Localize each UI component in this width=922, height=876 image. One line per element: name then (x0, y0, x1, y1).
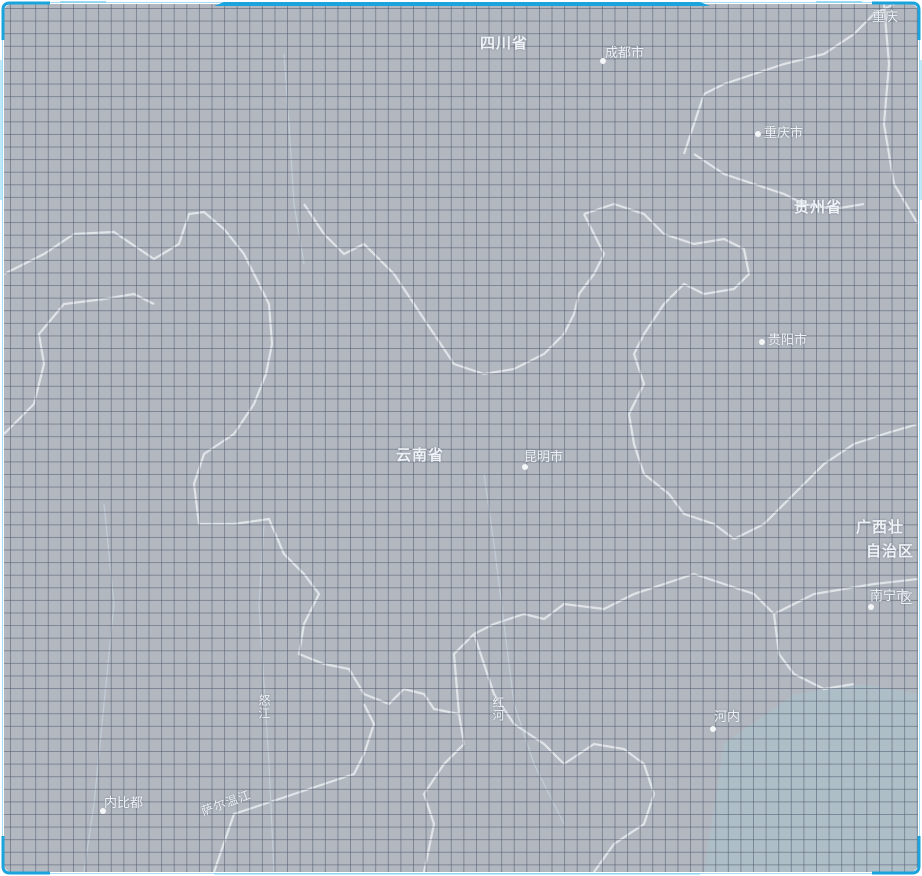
city-label-guiyang: 贵阳市 (768, 333, 808, 348)
city-label-chengdu: 成都市 (605, 46, 645, 61)
city-marker-chongqing (755, 131, 761, 137)
boundary-guizhou (583, 202, 751, 540)
city-marker-nanning (868, 604, 874, 610)
river-label-2: 红河 (491, 696, 505, 722)
boundary-myanmar (4, 292, 155, 435)
river-label-1: 怒江 (257, 694, 271, 720)
boundary-sichuan-yunnan (303, 203, 606, 376)
province-label-sichuan: 四川省 (480, 34, 529, 52)
edge-label-top-right: 重庆 (872, 10, 899, 25)
province-label-guangxi-1: 广西壮 (856, 518, 905, 536)
edge-label-right: 区 (900, 592, 914, 607)
boundary-laos (493, 572, 855, 691)
river-line-2 (483, 473, 565, 825)
boundary-vietnam (472, 633, 656, 872)
city-marker-guiyang (759, 339, 765, 345)
city-label-kunming: 昆明市 (524, 450, 564, 465)
province-label-guangxi-2: 自治区 (866, 542, 915, 560)
map-panel[interactable]: 四川省 云南省 贵州省 广西壮 自治区 成都市 重庆市 贵阳市 昆明市 南宁市 … (4, 4, 918, 872)
boundary-east (882, 4, 918, 225)
province-label-guizhou: 贵州省 (794, 198, 843, 216)
province-label-yunnan: 云南省 (396, 446, 445, 464)
river-line-3 (83, 503, 115, 872)
city-label-chongqing: 重庆市 (764, 126, 804, 141)
river-line-4 (283, 53, 305, 265)
boundary-laos-2 (422, 713, 466, 872)
city-label-naypyidaw: 内比都 (104, 796, 144, 811)
city-marker-hanoi (710, 726, 716, 732)
city-label-hanoi: 河内 (714, 710, 741, 725)
